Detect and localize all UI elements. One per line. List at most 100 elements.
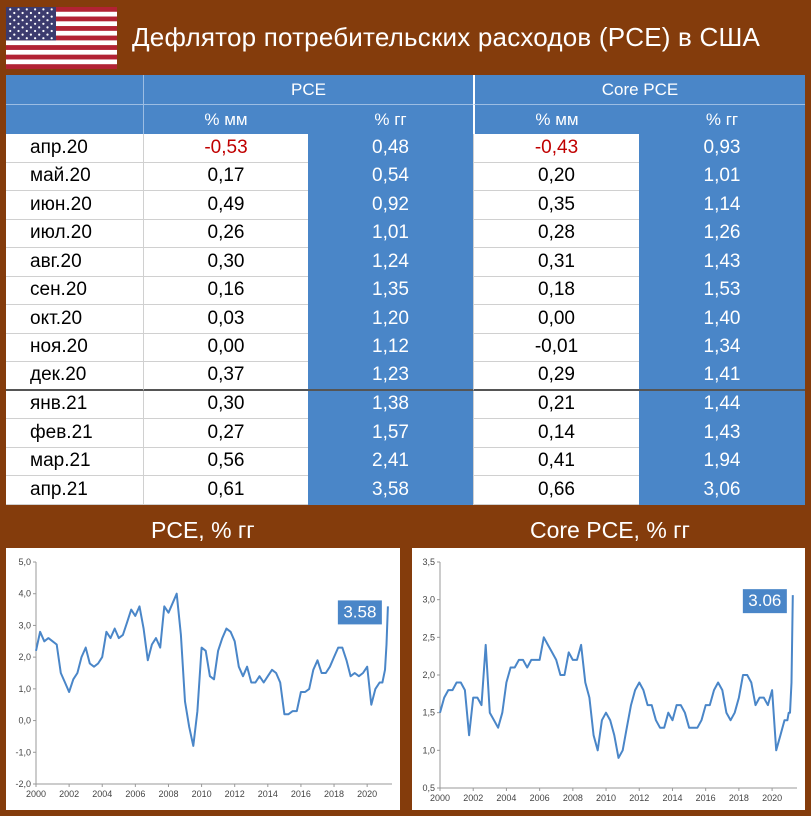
cell-core-mm: 0,66 bbox=[473, 476, 639, 505]
row-month: мар.21 bbox=[6, 448, 143, 476]
us-flag-icon bbox=[6, 7, 117, 69]
pce-table: PCE Core PCE % мм % гг % мм % гг апр.20-… bbox=[6, 75, 805, 505]
x-tick-label: 2000 bbox=[430, 793, 450, 803]
cell-core-mm: 0,20 bbox=[473, 162, 639, 191]
cell-core-mm: -0,01 bbox=[473, 333, 639, 362]
cell-core-mm: 0,31 bbox=[473, 248, 639, 277]
x-tick-label: 2016 bbox=[291, 789, 311, 799]
cell-core-yy: 1,34 bbox=[639, 333, 805, 362]
cell-core-yy: 1,94 bbox=[639, 447, 805, 476]
table-body: апр.20 -0,53 0,48 -0,43 0,93 май.20 0,17 0,54 0,… bbox=[6, 134, 805, 505]
cell-core-yy: 0,93 bbox=[639, 134, 805, 163]
callout-badge bbox=[742, 589, 787, 614]
chart-core-pce: 0,5 1,0 1,5 2,0 2,5 3,0 3,5 2000 2002 2004 2006 200… bbox=[422, 557, 797, 803]
table-group-header: PCE Core PCE bbox=[6, 75, 805, 105]
x-tick-label: 2004 bbox=[496, 793, 516, 803]
row-month: апр.20 bbox=[6, 134, 143, 163]
x-tick-label: 2012 bbox=[225, 789, 245, 799]
cell-core-yy: 1,01 bbox=[639, 162, 805, 191]
y-tick-label: -1,0 bbox=[15, 747, 31, 757]
cell-core-yy: 1,40 bbox=[639, 305, 805, 334]
cell-pce-mm: 0,26 bbox=[143, 219, 308, 248]
cell-core-yy: 1,53 bbox=[639, 276, 805, 305]
x-tick-label: 2002 bbox=[463, 793, 483, 803]
y-tick-label: 2,5 bbox=[422, 632, 435, 642]
x-tick-label: 2008 bbox=[158, 789, 178, 799]
x-tick-label: 2006 bbox=[125, 789, 145, 799]
x-tick-label: 2006 bbox=[530, 793, 550, 803]
y-tick-label: 2,0 bbox=[18, 652, 31, 662]
cell-core-yy: 1,26 bbox=[639, 219, 805, 248]
x-tick-label: 2004 bbox=[92, 789, 112, 799]
series-line bbox=[35, 592, 389, 747]
cell-core-mm: 0,29 bbox=[473, 362, 639, 391]
cell-pce-yy: 0,54 bbox=[308, 162, 473, 191]
cell-pce-mm: 0,16 bbox=[143, 276, 308, 305]
table-row: май.20 0,17 0,54 0,20 1,01 bbox=[6, 162, 805, 191]
cell-pce-mm: 0,17 bbox=[143, 162, 308, 191]
cell-core-mm: 0,18 bbox=[473, 276, 639, 305]
row-month: дек.20 bbox=[6, 362, 143, 391]
cell-pce-mm: 0,27 bbox=[143, 419, 308, 448]
y-tick-label: 0,0 bbox=[18, 716, 31, 726]
y-tick-label: 1,0 bbox=[422, 745, 435, 755]
cell-pce-mm: 0,37 bbox=[143, 362, 308, 391]
y-tick-label: 4,0 bbox=[18, 589, 31, 599]
callout-badge bbox=[337, 600, 382, 625]
y-tick-label: -2,0 bbox=[15, 779, 31, 789]
callout-value: 3.58 bbox=[343, 602, 376, 621]
table-row: апр.20 -0,53 0,48 -0,43 0,93 bbox=[6, 134, 805, 163]
table-row: окт.20 0,03 1,20 0,00 1,40 bbox=[6, 305, 805, 334]
x-tick-label: 2010 bbox=[192, 789, 212, 799]
subheader-core-mm: % мм bbox=[473, 105, 639, 134]
cell-core-mm: -0,43 bbox=[473, 134, 639, 163]
cell-core-yy: 1,14 bbox=[639, 191, 805, 220]
cell-core-mm: 0,35 bbox=[473, 191, 639, 220]
x-tick-label: 2018 bbox=[729, 793, 749, 803]
cell-pce-yy: 1,57 bbox=[308, 419, 473, 448]
y-tick-label: 3,0 bbox=[18, 620, 31, 630]
x-tick-label: 2018 bbox=[324, 789, 344, 799]
table-row: фев.21 0,27 1,57 0,14 1,43 bbox=[6, 419, 805, 448]
x-tick-label: 2012 bbox=[629, 793, 649, 803]
cell-core-yy: 3,06 bbox=[639, 476, 805, 505]
subheader-pce-mm: % мм bbox=[143, 105, 308, 134]
cell-core-mm: 0,28 bbox=[473, 219, 639, 248]
x-tick-label: 2014 bbox=[258, 789, 278, 799]
y-tick-label: 3,0 bbox=[422, 595, 435, 605]
table-row: сен.20 0,16 1,35 0,18 1,53 bbox=[6, 276, 805, 305]
series-line bbox=[439, 595, 794, 759]
table-row: июл.20 0,26 1,01 0,28 1,26 bbox=[6, 219, 805, 248]
y-tick-label: 2,0 bbox=[422, 670, 435, 680]
cell-pce-mm: 0,00 bbox=[143, 333, 308, 362]
table-row: ноя.20 0,00 1,12 -0,01 1,34 bbox=[6, 333, 805, 362]
chart-title-pce: PCE, % гг bbox=[151, 517, 255, 543]
cell-core-yy: 1,41 bbox=[639, 362, 805, 391]
cell-pce-mm: 0,56 bbox=[143, 447, 308, 476]
cell-pce-yy: 3,58 bbox=[308, 476, 473, 505]
table-row: апр.21 0,61 3,58 0,66 3,06 bbox=[6, 476, 805, 505]
cell-core-yy: 1,43 bbox=[639, 419, 805, 448]
cell-pce-mm: 0,03 bbox=[143, 305, 308, 334]
x-tick-label: 2014 bbox=[662, 793, 682, 803]
y-tick-label: 0,5 bbox=[422, 783, 435, 793]
y-tick-label: 3,5 bbox=[422, 557, 435, 567]
row-month: июл.20 bbox=[6, 220, 143, 248]
cell-core-mm: 0,00 bbox=[473, 305, 639, 334]
x-tick-label: 2020 bbox=[357, 789, 377, 799]
chart-panel-pce: -2,0 -1,0 0,0 1,0 2,0 3,0 4,0 5,0 2000 2002 2004 20… bbox=[6, 548, 400, 810]
cell-pce-yy: 2,41 bbox=[308, 447, 473, 476]
cell-pce-yy: 1,01 bbox=[308, 219, 473, 248]
cell-pce-yy: 1,23 bbox=[308, 362, 473, 391]
row-month: сен.20 bbox=[6, 277, 143, 305]
cell-core-yy: 1,43 bbox=[639, 248, 805, 277]
cell-pce-mm: -0,53 bbox=[143, 134, 308, 163]
subheader-core-yy: % гг bbox=[705, 109, 739, 129]
x-tick-label: 2008 bbox=[563, 793, 583, 803]
table-row: авг.20 0,30 1,24 0,31 1,43 bbox=[6, 248, 805, 277]
table-row: дек.20 0,37 1,23 0,29 1,41 bbox=[6, 362, 805, 391]
cell-pce-mm: 0,49 bbox=[143, 191, 308, 220]
table-row: мар.21 0,56 2,41 0,41 1,94 bbox=[6, 447, 805, 476]
cell-pce-yy: 1,35 bbox=[308, 276, 473, 305]
cell-core-mm: 0,21 bbox=[473, 390, 639, 419]
